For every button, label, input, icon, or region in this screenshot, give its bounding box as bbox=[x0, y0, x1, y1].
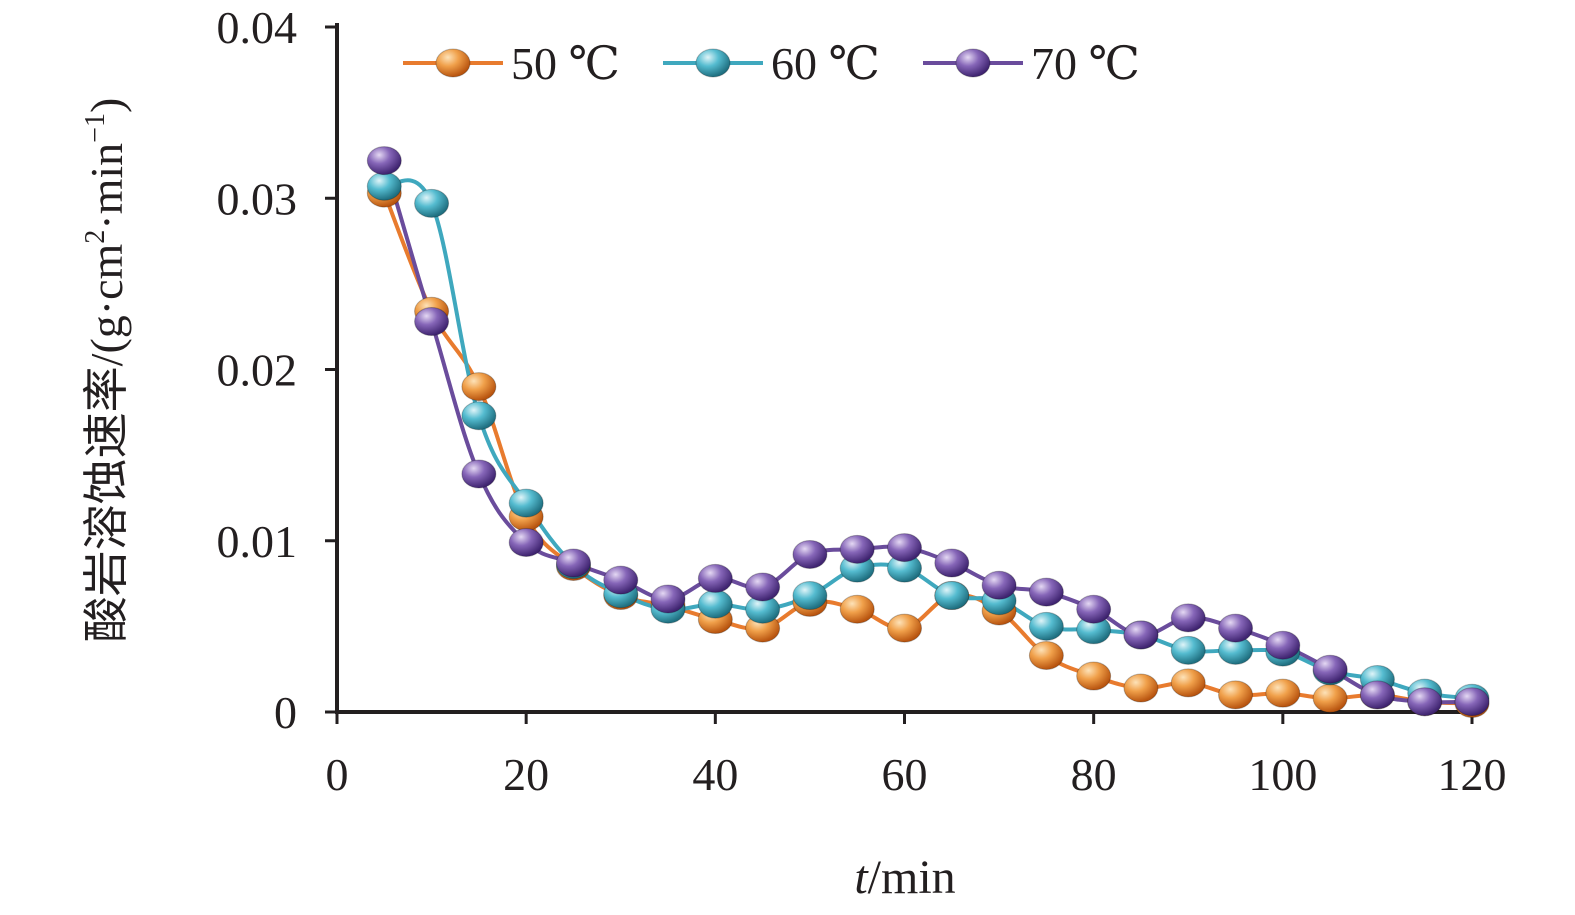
data-point bbox=[887, 613, 922, 643]
y-axis-title: 酸岩溶蚀速率/(g·cm2·min−1) bbox=[80, 98, 132, 643]
y-axis-title-close: ) bbox=[81, 98, 132, 113]
y-tick-label: 0.02 bbox=[217, 345, 298, 396]
data-point bbox=[1076, 594, 1112, 624]
legend-item-60: 60 ℃ bbox=[663, 38, 880, 89]
data-point bbox=[366, 171, 402, 201]
x-tick-label: 0 bbox=[326, 749, 349, 800]
x-tick-label: 60 bbox=[882, 749, 928, 800]
x-tick-label: 40 bbox=[692, 749, 738, 800]
legend-label: 70 ℃ bbox=[1031, 38, 1140, 89]
data-point bbox=[1170, 603, 1206, 633]
data-point bbox=[461, 401, 497, 431]
data-point bbox=[1170, 668, 1206, 698]
data-point bbox=[839, 534, 875, 564]
data-point bbox=[1312, 654, 1348, 684]
legend-marker bbox=[955, 48, 991, 78]
data-point bbox=[1170, 635, 1206, 665]
data-point bbox=[1359, 680, 1395, 710]
data-point bbox=[366, 146, 402, 176]
data-point bbox=[414, 307, 450, 337]
series-points-70 bbox=[366, 146, 1490, 717]
data-point bbox=[887, 533, 922, 563]
data-point bbox=[1312, 683, 1348, 713]
legend-label: 60 ℃ bbox=[771, 38, 880, 89]
y-axis-title-cn: 酸岩溶蚀速率 bbox=[81, 366, 132, 642]
data-point bbox=[1123, 673, 1159, 703]
legend-label: 50 ℃ bbox=[511, 38, 620, 89]
data-point bbox=[461, 372, 497, 402]
data-point bbox=[461, 459, 497, 489]
data-point bbox=[1028, 640, 1064, 670]
data-point bbox=[1123, 620, 1159, 650]
x-tick-label: 20 bbox=[503, 749, 549, 800]
y-tick-label: 0.01 bbox=[217, 516, 298, 567]
data-point bbox=[697, 589, 733, 619]
series-line-70 bbox=[382, 160, 1473, 705]
data-point bbox=[792, 581, 828, 611]
data-point bbox=[555, 548, 591, 578]
x-axis-title: t/min bbox=[854, 851, 955, 904]
y-tick-label: 0 bbox=[274, 687, 297, 738]
legend-item-70: 70 ℃ bbox=[923, 38, 1140, 89]
series-points-60 bbox=[366, 171, 1490, 713]
data-point bbox=[1454, 687, 1490, 717]
data-point bbox=[508, 488, 544, 518]
data-point bbox=[1028, 577, 1064, 607]
x-tick-label: 100 bbox=[1248, 749, 1317, 800]
axes: 0 0.01 0.02 0.03 0.04 0 20 40 60 80 100 120 bbox=[217, 2, 1507, 800]
legend-item-50: 50 ℃ bbox=[403, 38, 620, 89]
series-markers bbox=[366, 146, 1490, 718]
series-line-60 bbox=[383, 178, 1473, 701]
x-tick-label: 120 bbox=[1438, 749, 1507, 800]
data-point bbox=[1028, 611, 1064, 641]
y-axis-title-sup2: −1 bbox=[80, 113, 111, 143]
data-point bbox=[508, 527, 544, 557]
data-point bbox=[697, 563, 733, 593]
data-point bbox=[981, 570, 1017, 600]
data-point bbox=[792, 539, 828, 569]
data-point bbox=[603, 565, 639, 595]
data-point bbox=[934, 581, 970, 611]
data-point bbox=[414, 188, 450, 218]
data-point bbox=[1218, 680, 1254, 710]
data-point bbox=[1265, 630, 1301, 660]
data-point bbox=[1265, 678, 1301, 708]
legend-marker bbox=[435, 48, 471, 78]
series-lines bbox=[382, 160, 1473, 706]
legend: 50 ℃ 60 ℃ 70 ℃ bbox=[403, 38, 1140, 89]
x-tick-label: 80 bbox=[1071, 749, 1117, 800]
series-line-50 bbox=[382, 192, 1473, 706]
y-tick-label: 0.04 bbox=[217, 2, 298, 53]
data-point bbox=[1076, 661, 1112, 691]
y-tick-label: 0.03 bbox=[217, 173, 298, 224]
y-axis-title-unit-b: ·min bbox=[81, 143, 132, 230]
data-point bbox=[1218, 613, 1254, 643]
series-points-50 bbox=[366, 178, 1490, 718]
y-axis-title-sup1: 2 bbox=[80, 230, 111, 244]
x-axis-title-unit: /min bbox=[868, 851, 956, 904]
legend-marker bbox=[695, 48, 731, 78]
data-point bbox=[745, 572, 781, 602]
data-point bbox=[934, 548, 970, 578]
y-axis-title-unit-a: /(g·cm bbox=[81, 243, 132, 366]
data-point bbox=[1407, 687, 1443, 717]
x-axis-title-var: t bbox=[854, 851, 869, 904]
data-point bbox=[650, 584, 686, 614]
data-point bbox=[839, 594, 875, 624]
